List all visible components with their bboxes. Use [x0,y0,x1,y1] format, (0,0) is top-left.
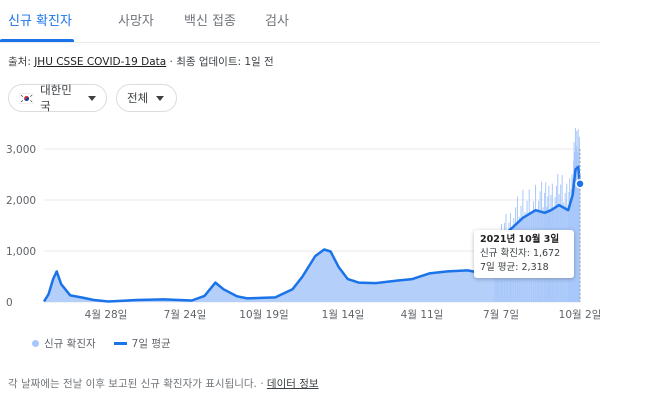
source-prefix: 출처: [8,56,31,68]
scope-label: 전체 [127,91,149,105]
chevron-down-icon [156,95,165,101]
tooltip-average: 7일 평균: 2,318 [480,262,549,273]
region-dropdown[interactable]: 대한민국 [8,83,107,113]
tooltip-date: 2021년 10월 3일 [480,234,560,245]
tab-bar: 신규 확진자 사망자 백신 접종 검사 [0,0,600,43]
chart-legend: 신규 확진자 7일 평균 [32,336,171,351]
average-legend-swatch [113,342,127,345]
tab-vaccinations[interactable]: 백신 접종 [184,14,236,29]
chart-tooltip: 2021년 10월 3일 신규 확진자: 1,672 7일 평균: 2,318 [474,230,574,278]
region-label: 대한민국 [40,83,72,113]
korea-flag-icon [19,92,35,104]
last-updated: · 최종 업데이트: 1일 전 [169,56,274,68]
x-tick-label: 4월 28일 [85,308,128,321]
source-link[interactable]: JHU CSSE COVID-19 Data [34,56,167,68]
daily-cases-area [44,166,580,302]
tab-new-cases[interactable]: 신규 확진자 [8,14,72,29]
footer-separator: · [260,378,264,390]
x-tick-label: 1월 14일 [322,308,365,321]
hover-point [575,179,585,189]
scope-dropdown[interactable]: 전체 [116,84,177,112]
active-tab-indicator [0,39,74,42]
y-tick-label: 3,000 [6,144,36,156]
cases-legend-label: 신규 확진자 [44,338,96,350]
y-tick-label: 1,000 [6,246,36,258]
data-info-link[interactable]: 데이터 정보 [266,378,319,390]
seven-day-average-line [42,165,582,303]
footer-note: 각 날짜에는 전날 이후 보고된 신규 확진자가 표시됩니다. · 데이터 정보 [8,376,319,391]
x-tick-label: 4월 11일 [401,308,444,321]
footer-text: 각 날짜에는 전날 이후 보고된 신규 확진자가 표시됩니다. [8,378,257,390]
x-tick-label: 10월 19일 [239,308,288,321]
y-tick-label: 2,000 [6,195,36,207]
x-tick-label: 7월 7일 [483,308,519,321]
tooltip-cases: 신규 확진자: 1,672 [480,248,561,259]
tab-tests[interactable]: 검사 [265,14,289,29]
x-tick-label: 7월 24일 [164,308,207,321]
average-legend-label: 7일 평균 [131,338,171,350]
chevron-down-icon [88,95,96,101]
data-source-line: 출처: JHU CSSE COVID-19 Data · 최종 업데이트: 1일… [8,54,274,69]
cases-chart: 0 1,000 2,000 3,000 4월 28일 7월 24일 10월 19일 1월 1… [6,128,600,321]
cases-legend-swatch [32,340,39,347]
y-tick-label: 0 [6,297,13,309]
tab-deaths[interactable]: 사망자 [118,14,154,29]
x-tick-label: 10월 2일 [559,308,600,321]
